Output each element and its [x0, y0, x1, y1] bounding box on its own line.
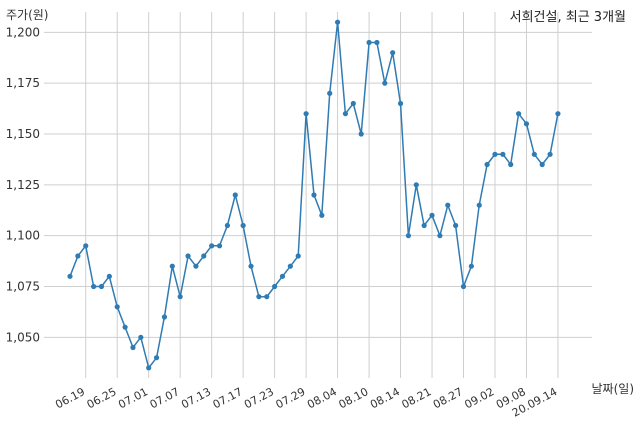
data-point [476, 202, 482, 208]
data-point [232, 192, 238, 198]
x-tick-label: 08.27 [431, 385, 465, 411]
x-tick-label: 07.17 [211, 385, 245, 411]
data-point [460, 283, 467, 290]
data-point [468, 263, 474, 269]
data-point [531, 151, 537, 157]
data-point [83, 243, 89, 249]
y-tick-label: 1,175 [6, 76, 40, 90]
data-point [248, 263, 254, 269]
data-point [515, 111, 522, 117]
data-point [342, 111, 349, 117]
data-point [539, 161, 545, 168]
data-point [272, 283, 278, 290]
data-point [445, 202, 451, 208]
data-point [397, 100, 404, 107]
y-tick-label: 1,200 [6, 25, 40, 39]
data-point [216, 243, 223, 249]
data-point [98, 283, 105, 290]
data-point [240, 222, 246, 229]
data-point [153, 355, 160, 361]
data-point [224, 222, 230, 229]
data-point [453, 222, 459, 229]
data-point [303, 111, 309, 117]
data-point [130, 344, 136, 351]
data-point [122, 324, 128, 330]
data-point [405, 233, 412, 239]
x-tick-label: 08.14 [368, 385, 402, 411]
data-point [295, 253, 301, 259]
y-tick-label: 1,100 [6, 229, 40, 243]
data-point [350, 100, 356, 107]
y-tick-label: 1,050 [6, 330, 40, 344]
x-tick-label: 07.23 [242, 385, 276, 411]
data-point [500, 151, 506, 157]
y-tick-label: 1,075 [6, 280, 40, 294]
data-point [374, 39, 380, 46]
data-point [185, 253, 191, 259]
y-axis-label: 주가(원) [6, 8, 49, 22]
data-point [264, 294, 270, 300]
data-point [413, 182, 419, 188]
data-point [437, 233, 443, 239]
data-point [366, 39, 372, 46]
x-tick-label: 07.29 [274, 385, 308, 411]
data-point [523, 121, 530, 127]
data-point [114, 304, 120, 310]
y-tick-label: 1,150 [6, 127, 40, 141]
x-axis-label: 날짜(일) [591, 382, 634, 396]
data-point [169, 263, 175, 269]
x-tick-label: 07.07 [148, 385, 182, 411]
chart-title: 서희건설, 최근 3개월 [509, 10, 626, 25]
data-point [358, 131, 364, 137]
data-point [201, 253, 207, 259]
data-point [508, 161, 514, 168]
data-point [334, 19, 341, 25]
data-point [256, 294, 262, 300]
data-point [106, 273, 112, 279]
x-tick-label: 08.04 [305, 385, 339, 411]
data-point [555, 111, 561, 117]
data-point [67, 273, 73, 279]
x-tick-label: 06.25 [85, 385, 119, 411]
data-point [319, 212, 325, 218]
data-point [138, 334, 144, 340]
x-tick-label: 09.02 [462, 385, 496, 411]
data-point [279, 273, 286, 279]
data-point [492, 151, 498, 157]
data-point [484, 161, 490, 168]
data-point [287, 263, 293, 269]
data-point [146, 365, 152, 371]
x-tick-label: 08.21 [400, 385, 434, 411]
data-point [75, 253, 81, 259]
x-tick-label: 08.10 [337, 385, 371, 411]
x-tick-label: 07.01 [116, 385, 150, 411]
data-point [209, 243, 215, 249]
data-point [161, 314, 168, 320]
x-tick-label: 07.13 [179, 385, 213, 411]
data-point [547, 151, 553, 157]
y-tick-label: 1,125 [6, 178, 40, 192]
data-point [177, 294, 183, 300]
data-point [327, 90, 333, 96]
data-point [193, 263, 199, 269]
data-point [429, 212, 435, 218]
data-point [390, 50, 396, 56]
x-tick-label: 06.19 [53, 385, 87, 411]
data-point [382, 80, 388, 86]
data-point [91, 283, 97, 290]
data-point [311, 192, 317, 198]
data-point [421, 222, 427, 229]
